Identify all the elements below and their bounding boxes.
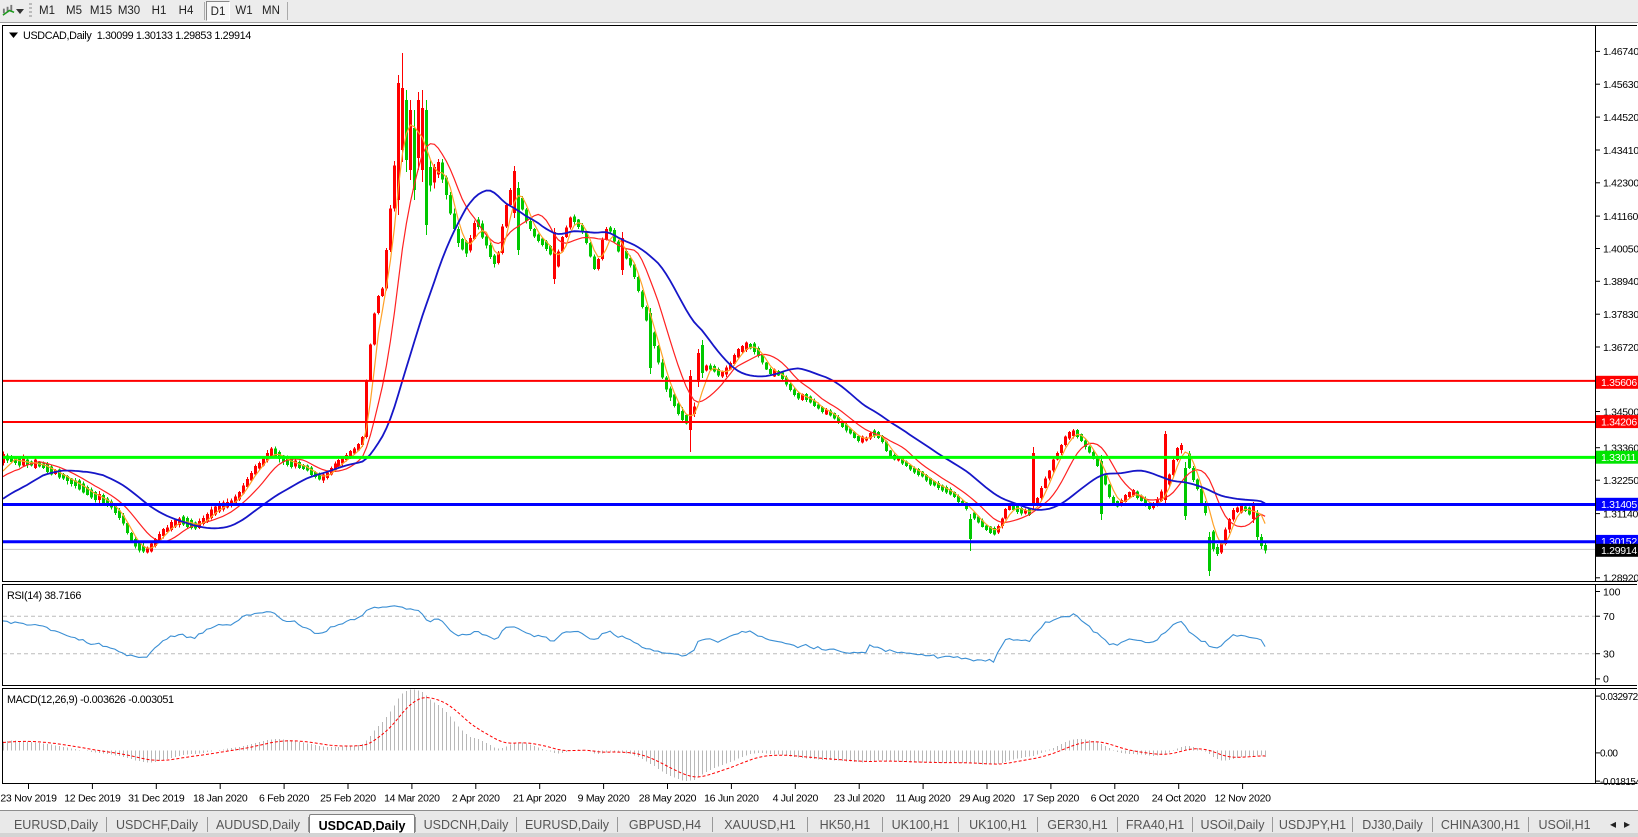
svg-text:12 Nov 2020: 12 Nov 2020 — [1214, 793, 1271, 805]
svg-text:0.032972: 0.032972 — [1600, 692, 1638, 703]
svg-text:1.28920: 1.28920 — [1603, 573, 1638, 585]
svg-text:0.00: 0.00 — [1600, 749, 1618, 760]
svg-text:1.31140: 1.31140 — [1603, 508, 1638, 520]
svg-text:12 Dec 2019: 12 Dec 2019 — [64, 793, 121, 805]
svg-text:31 Dec 2019: 31 Dec 2019 — [128, 793, 185, 805]
svg-text:4 Jul 2020: 4 Jul 2020 — [773, 793, 819, 805]
svg-text:1.42300: 1.42300 — [1603, 178, 1638, 190]
svg-text:1.38940: 1.38940 — [1603, 276, 1638, 288]
svg-text:25 Feb 2020: 25 Feb 2020 — [320, 793, 376, 805]
svg-text:18 Jan 2020: 18 Jan 2020 — [193, 793, 248, 805]
svg-text:24 Oct 2020: 24 Oct 2020 — [1152, 793, 1206, 805]
svg-text:14 Mar 2020: 14 Mar 2020 — [384, 793, 440, 805]
svg-text:100: 100 — [1603, 586, 1621, 598]
svg-text:0: 0 — [1603, 674, 1609, 686]
svg-text:1.44520: 1.44520 — [1603, 112, 1638, 124]
svg-text:23 Nov 2019: 23 Nov 2019 — [0, 793, 57, 805]
svg-text:1.34206: 1.34206 — [1601, 416, 1637, 428]
svg-text:1.45630: 1.45630 — [1603, 79, 1638, 91]
svg-text:1.33011: 1.33011 — [1601, 452, 1637, 464]
svg-text:1.37830: 1.37830 — [1603, 309, 1638, 321]
svg-text:RSI(14) 38.7166: RSI(14) 38.7166 — [7, 590, 81, 602]
svg-text:9 May 2020: 9 May 2020 — [578, 793, 630, 805]
svg-text:1.29914: 1.29914 — [1601, 545, 1637, 557]
svg-text:6 Oct 2020: 6 Oct 2020 — [1091, 793, 1140, 805]
svg-text:1.46740: 1.46740 — [1603, 46, 1638, 58]
svg-text:21 Apr 2020: 21 Apr 2020 — [513, 793, 567, 805]
svg-text:1.32250: 1.32250 — [1603, 475, 1638, 487]
svg-text:-0.018154: -0.018154 — [1600, 777, 1638, 788]
svg-text:30: 30 — [1603, 649, 1615, 661]
svg-text:70: 70 — [1603, 611, 1615, 623]
svg-text:17 Sep 2020: 17 Sep 2020 — [1023, 793, 1080, 805]
svg-text:6 Feb 2020: 6 Feb 2020 — [259, 793, 310, 805]
svg-text:1.41160: 1.41160 — [1603, 211, 1638, 223]
svg-text:USDCAD,Daily 1.30099 1.30133: USDCAD,Daily 1.30099 1.30133 1.29853 1.2… — [23, 30, 251, 42]
svg-text:MACD(12,26,9) -0.003626 -0.003: MACD(12,26,9) -0.003626 -0.003051 — [7, 694, 174, 706]
svg-text:2 Apr 2020: 2 Apr 2020 — [452, 793, 500, 805]
svg-text:28 May 2020: 28 May 2020 — [639, 793, 697, 805]
svg-text:11 Aug 2020: 11 Aug 2020 — [896, 793, 951, 805]
svg-text:1.35606: 1.35606 — [1601, 377, 1637, 389]
svg-text:1.40050: 1.40050 — [1603, 243, 1638, 255]
svg-text:29 Aug 2020: 29 Aug 2020 — [959, 793, 1015, 805]
svg-text:1.31405: 1.31405 — [1601, 499, 1637, 511]
svg-text:23 Jul 2020: 23 Jul 2020 — [834, 793, 885, 805]
svg-text:1.36720: 1.36720 — [1603, 342, 1638, 354]
svg-text:1.43410: 1.43410 — [1603, 145, 1638, 157]
svg-text:16 Jun 2020: 16 Jun 2020 — [704, 793, 759, 805]
